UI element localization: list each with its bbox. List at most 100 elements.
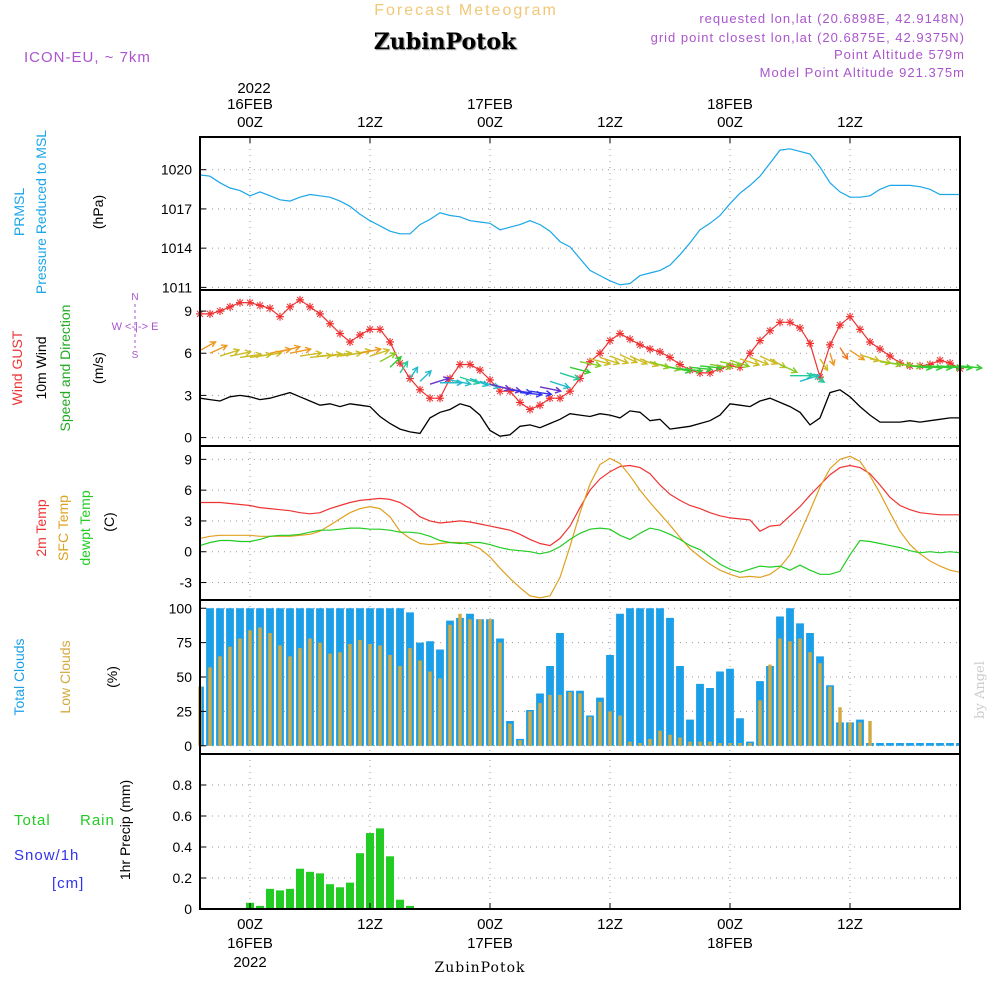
wind-arrow-head: [621, 357, 630, 365]
rain-bar: [326, 884, 334, 909]
low-cloud-bar: [458, 613, 462, 746]
low-cloud-bar: [508, 723, 512, 746]
low-cloud-bar: [398, 666, 402, 746]
low-cloud-bar: [248, 630, 252, 746]
closest-coords: grid point closest lon,lat (20.6875E, 42…: [651, 30, 965, 45]
low-cloud-bar: [618, 715, 622, 746]
wind-arrow: [679, 368, 702, 372]
gust-marker: [266, 304, 274, 312]
wind-arrow: [909, 365, 932, 369]
y-tick-label: 1011: [162, 279, 192, 295]
low-cloud-bar: [278, 645, 282, 746]
bottom-time-axis: 2022 00Z 16FEB 12Z 00Z 17FEB 12Z 00Z 18FEB 12Z: [227, 916, 863, 971]
low-cloud-bar: [488, 619, 492, 746]
wind-arrow-head: [818, 376, 826, 383]
wind-arrow: [819, 358, 829, 371]
wind-arrow-head: [220, 344, 229, 351]
wind-arrow-head: [443, 376, 451, 383]
wind-arrow-head: [613, 358, 621, 366]
tick-layer: 1011 1014 1017 1020 0 3 6 9 -3 0 3 6 9 0 25 50 75 100 0 0.2…: [161, 137, 851, 917]
temp-label-sfc: SFC Temp: [55, 495, 71, 561]
low-cloud-bar: [408, 648, 412, 746]
gust-marker: [606, 337, 614, 344]
pressure-line: [199, 148, 960, 286]
gust-marker: [836, 321, 844, 329]
total-cloud-bar: [556, 633, 564, 746]
total-cloud-bar: [876, 743, 884, 746]
low-cloud-bar: [468, 619, 472, 746]
gust-marker: [396, 359, 404, 367]
wind-arrow: [219, 349, 240, 357]
gust-marker: [466, 361, 474, 368]
wind-arrow: [959, 365, 982, 369]
gust-marker: [676, 361, 684, 368]
low-cloud-bar: [678, 737, 682, 746]
y-tick-label: 50: [176, 669, 192, 685]
low-cloud-bar: [568, 692, 572, 746]
wind-arrow: [709, 363, 732, 369]
low-cloud-bar: [758, 700, 762, 746]
precip-labels: Total Rain Snow/1h [cm] 1hr Precip (mm): [14, 780, 133, 892]
wind-arrow-head: [411, 365, 419, 374]
wind-arrow-head: [965, 364, 974, 371]
gust-marker: [866, 338, 874, 346]
gust-marker: [826, 341, 834, 349]
gust-marker: [846, 313, 854, 321]
compass-west-east: W <-|-> E: [112, 321, 159, 333]
gust-marker: [416, 386, 424, 394]
wind-arrow: [829, 353, 835, 366]
wind-arrow-head: [209, 341, 217, 348]
wind-arrow-head: [725, 363, 733, 371]
bottom-year-label: 2022: [233, 954, 266, 971]
low-cloud-bar: [808, 652, 812, 746]
gust-marker: [706, 369, 714, 377]
low-cloud-bar: [558, 694, 562, 746]
rain-bar: [286, 888, 294, 909]
low-cloud-bar: [768, 664, 772, 746]
wind-label-gust: Wind GUST: [9, 330, 25, 405]
wind-arrow: [559, 372, 580, 380]
wind-arrow: [599, 356, 620, 365]
low-cloud-bar: [638, 743, 642, 746]
pressure-unit: (hPa): [90, 195, 106, 229]
model-altitude: Model Point Altitude 921.375m: [760, 65, 965, 80]
wind-label-10m: 10m Wind: [33, 336, 49, 399]
total-cloud-bar: [956, 743, 959, 746]
gust-marker: [206, 310, 214, 318]
low-cloud-bar: [548, 694, 552, 746]
wind-arrow-head: [493, 382, 501, 390]
total-cloud-bar: [686, 719, 694, 746]
bottom-hour-label: 12Z: [597, 916, 623, 933]
low-cloud-bar: [228, 646, 232, 746]
total-cloud-bar: [656, 608, 664, 746]
wind-labels: Wind GUST 10m Wind Speed and Direction (…: [9, 292, 158, 431]
gust-marker: [316, 310, 324, 318]
precip-label-snow: Snow/1h: [14, 847, 79, 864]
low-cloud-bar: [308, 638, 312, 746]
wind-arrow-head: [383, 348, 391, 355]
bottom-hour-label: 12Z: [357, 916, 383, 933]
gust-marker: [756, 337, 764, 344]
wind-arrow-head: [563, 382, 571, 390]
wind-arrow: [539, 386, 561, 392]
wind-arrow: [589, 358, 611, 365]
low-cloud-bar: [728, 743, 732, 746]
gust-marker: [326, 320, 334, 328]
gust-marker: [246, 299, 254, 307]
wind-arrow-head: [545, 390, 553, 398]
data-layer: [196, 148, 984, 910]
low-cloud-bar: [658, 730, 662, 746]
total-cloud-bar: [936, 743, 944, 746]
gust-marker: [656, 348, 664, 356]
y-tick-label: 3: [184, 513, 192, 529]
low-cloud-bar: [288, 656, 292, 746]
gust-marker: [806, 340, 814, 347]
temp-unit: (C): [101, 512, 117, 531]
compass-north: N: [131, 292, 138, 303]
wind-arrow: [919, 365, 942, 369]
y-tick-label: 0: [184, 544, 192, 560]
panel-frame: [199, 445, 961, 601]
rain-bar: [386, 856, 394, 909]
top-hour-label: 12Z: [837, 114, 863, 131]
